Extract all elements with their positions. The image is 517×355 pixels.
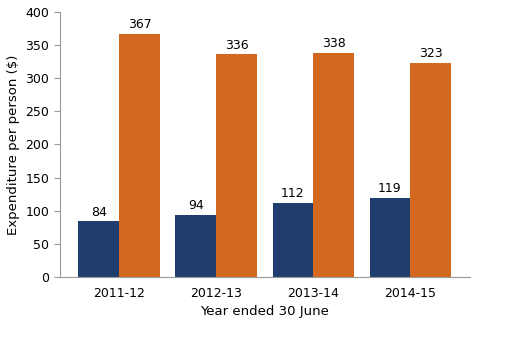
Bar xyxy=(216,54,257,277)
Text: 336: 336 xyxy=(225,39,248,52)
Bar xyxy=(175,215,216,277)
Text: 367: 367 xyxy=(128,18,151,31)
Text: 112: 112 xyxy=(281,187,305,200)
Bar xyxy=(79,221,119,277)
Text: 338: 338 xyxy=(322,37,345,50)
Text: 119: 119 xyxy=(378,182,402,195)
Text: 84: 84 xyxy=(91,206,107,219)
Bar xyxy=(370,198,410,277)
Bar xyxy=(119,34,160,277)
Text: 94: 94 xyxy=(188,199,204,212)
Text: 323: 323 xyxy=(419,47,443,60)
Bar xyxy=(272,203,313,277)
Bar xyxy=(313,53,354,277)
Y-axis label: Expenditure per person ($): Expenditure per person ($) xyxy=(7,54,20,235)
X-axis label: Year ended 30 June: Year ended 30 June xyxy=(200,305,329,318)
Bar xyxy=(410,63,451,277)
